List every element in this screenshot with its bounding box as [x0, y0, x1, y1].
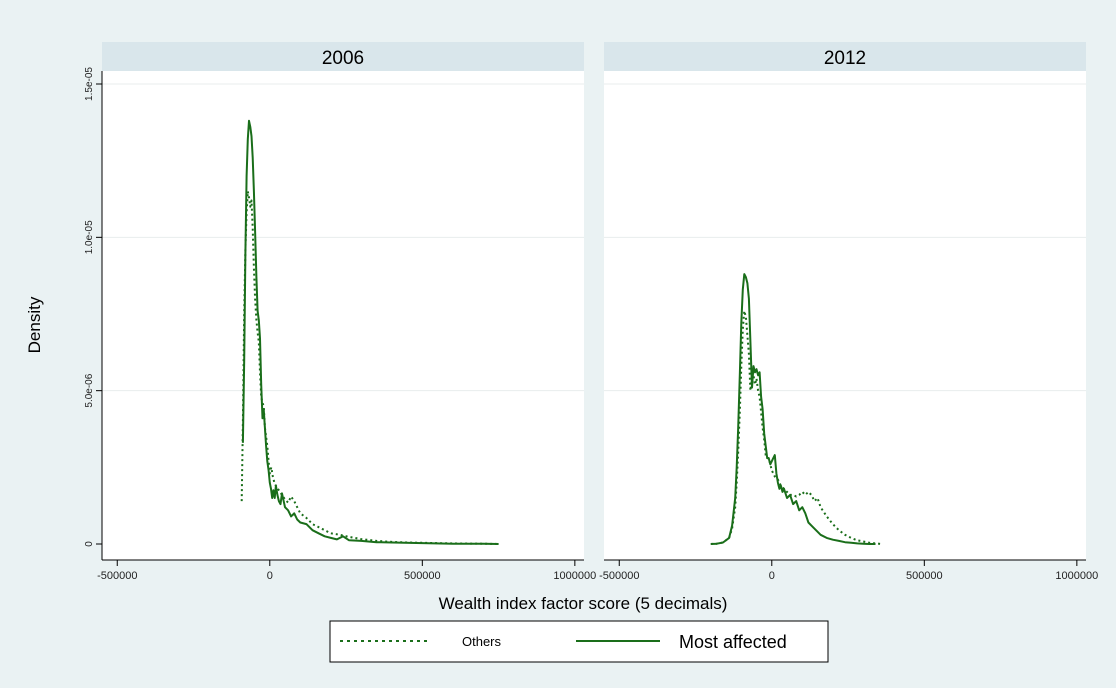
legend-label-most-affected: Most affected — [679, 632, 787, 652]
panel-0-plot-area — [102, 71, 584, 560]
panel-0-title: 2006 — [322, 48, 364, 69]
panel-0-header — [102, 42, 584, 71]
panel-1-x-tick-label-2: 500000 — [906, 570, 943, 582]
panel-0-x-tick-label-2: 500000 — [404, 570, 441, 582]
legend-label-others: Others — [462, 634, 502, 649]
panel-1-group: 2012 -500000 0 500000 1000000 — [599, 42, 1098, 582]
y-axis-title: Density — [25, 296, 44, 353]
panel-0-x-tick-label-0: -500000 — [97, 570, 137, 582]
panel-1-title: 2012 — [824, 48, 866, 69]
panel-1-x-tick-label-0: -500000 — [599, 570, 639, 582]
panel-1-header — [604, 42, 1086, 71]
legend: Others Most affected — [329, 620, 829, 663]
panel-0-group: 2006 -500000 0 500000 1000000 0 5.0e-06 1.0e-05… — [84, 42, 596, 582]
panel-0-y-tick-label-1: 5.0e-06 — [84, 373, 95, 407]
panel-0-y-tick-label-0: 0 — [84, 541, 95, 547]
panels: 2006 -500000 0 500000 1000000 0 5.0e-06 1.0e-05… — [84, 42, 1098, 582]
panel-1-x-tick-label-1: 0 — [769, 570, 775, 582]
panel-0-series-others — [240, 190, 499, 545]
panel-0-series-most-affected — [241, 119, 499, 545]
panel-1-series-most-affected — [710, 273, 876, 545]
panel-0-x-tick-label-3: 1000000 — [553, 570, 596, 582]
panel-1-x-tick-label-3: 1000000 — [1055, 570, 1098, 582]
x-axis-title: Wealth index factor score (5 decimals) — [439, 594, 728, 613]
panel-0-x-tick-label-1: 0 — [267, 570, 273, 582]
panel-1-plot-area — [604, 71, 1086, 560]
panel-0-y-tick-label-3: 1.5e-05 — [84, 67, 95, 101]
panel-0-y-tick-label-2: 1.0e-05 — [84, 220, 95, 254]
